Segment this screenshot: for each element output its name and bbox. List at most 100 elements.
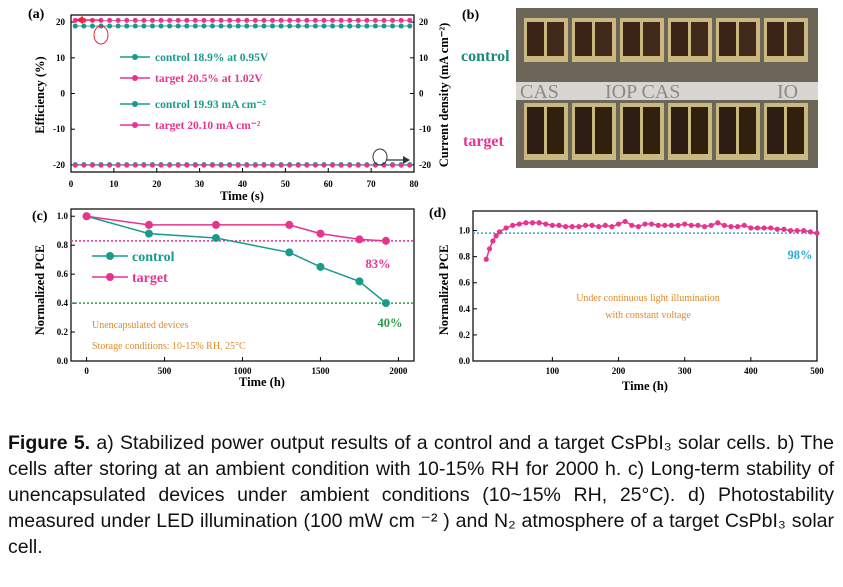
data-point-a (390, 162, 396, 168)
data-point-d (735, 224, 741, 230)
data-point-a (201, 17, 207, 23)
data-point-a (244, 23, 250, 29)
data-point-a (124, 23, 130, 29)
data-point-a (132, 23, 138, 29)
cell-film (547, 22, 564, 56)
data-point-a (304, 162, 310, 168)
y-tick-label-a: -10 (53, 124, 65, 134)
series-a-3 (72, 162, 413, 168)
data-point-d (682, 221, 688, 227)
y-axis-label-c: Normalized PCE (33, 245, 47, 336)
y2-tick-label-a: 0 (419, 89, 424, 99)
data-point-a (407, 162, 413, 168)
data-point-a (201, 23, 207, 29)
data-point-a (115, 23, 121, 29)
data-point-a (347, 23, 353, 29)
data-point-d (695, 222, 701, 228)
legend-marker-a (132, 75, 138, 81)
x-tick-label-a: 60 (324, 179, 334, 189)
data-point-a (372, 17, 378, 23)
x-tick-label-a: 0 (69, 179, 74, 189)
data-point-a (175, 23, 181, 29)
data-point-a (158, 23, 164, 29)
data-point-a (398, 23, 404, 29)
annotation-98: 98% (788, 248, 813, 262)
x-tick-label-a: 50 (281, 179, 291, 189)
data-point-a (149, 162, 155, 168)
data-point-c (211, 220, 220, 229)
data-point-a (227, 17, 233, 23)
data-point-a (227, 162, 233, 168)
data-point-c (381, 299, 390, 308)
data-point-a (107, 162, 113, 168)
data-point-a (390, 17, 396, 23)
watermark-left: CAS (520, 81, 559, 103)
data-point-c (144, 229, 153, 238)
data-point-a (312, 162, 318, 168)
data-point-a (295, 23, 301, 29)
data-point-d (543, 221, 549, 227)
data-point-a (227, 23, 233, 29)
cell-film (643, 107, 660, 154)
data-point-c (211, 233, 220, 242)
data-point-d (609, 224, 615, 230)
data-point-a (72, 23, 78, 29)
data-point-a (364, 23, 370, 29)
data-point-a (132, 17, 138, 23)
data-point-d (510, 222, 516, 228)
data-point-a (330, 17, 336, 23)
photo-label-control: control (461, 48, 510, 65)
data-point-d (754, 225, 761, 231)
x-tick-label-a: 40 (238, 179, 248, 189)
data-point-d (655, 222, 661, 228)
data-point-a (149, 23, 155, 29)
data-point-d (529, 220, 536, 226)
data-point-d (596, 224, 602, 230)
data-point-d (569, 224, 575, 230)
data-point-d (668, 222, 675, 228)
data-point-d (794, 227, 800, 234)
data-point-d (556, 222, 562, 228)
x-tick-label-a: 10 (109, 179, 119, 189)
panel-label-b: (b) (462, 8, 479, 23)
legend-label-a: control 19.93 mA cm⁻² (155, 99, 266, 111)
data-point-d (493, 233, 499, 239)
cell-film (739, 22, 756, 56)
data-point-a (167, 23, 173, 29)
data-point-a (321, 23, 327, 29)
data-point-a (270, 23, 276, 29)
highlight-circle-right (372, 148, 388, 166)
data-point-a (278, 162, 284, 168)
y2-tick-label-a: -20 (419, 160, 431, 170)
annotation-83: 83% (366, 257, 391, 271)
data-point-a (218, 17, 224, 23)
data-point-a (235, 17, 241, 23)
data-point-c (316, 262, 325, 271)
x-tick-label-d: 100 (546, 366, 560, 376)
data-point-d (814, 230, 820, 236)
data-point-a (184, 17, 190, 23)
legend-marker-a (132, 101, 138, 107)
data-point-a (390, 23, 396, 29)
data-point-a (107, 23, 113, 29)
y2-tick-label-a: -10 (419, 124, 431, 134)
data-point-a (72, 17, 78, 23)
legend-marker-c (106, 273, 114, 281)
cell-film (595, 22, 612, 56)
cell-film (691, 107, 708, 154)
data-point-a (381, 17, 387, 23)
series-a-1 (72, 17, 413, 23)
data-point-a (72, 162, 78, 168)
legend-label-a: target 20.10 mA cm⁻² (155, 120, 261, 132)
data-point-d (774, 226, 780, 232)
cell-film (787, 22, 804, 56)
data-point-a (115, 162, 121, 168)
data-point-c (144, 220, 153, 229)
data-point-c (355, 235, 364, 244)
data-point-a (261, 162, 267, 168)
y-tick-label-c: 0.8 (57, 240, 69, 250)
cell-film (691, 22, 708, 56)
annotation-unencapsulated: Unencapsulated devices (92, 320, 188, 331)
data-point-a (201, 162, 207, 168)
cell-film (575, 107, 592, 154)
